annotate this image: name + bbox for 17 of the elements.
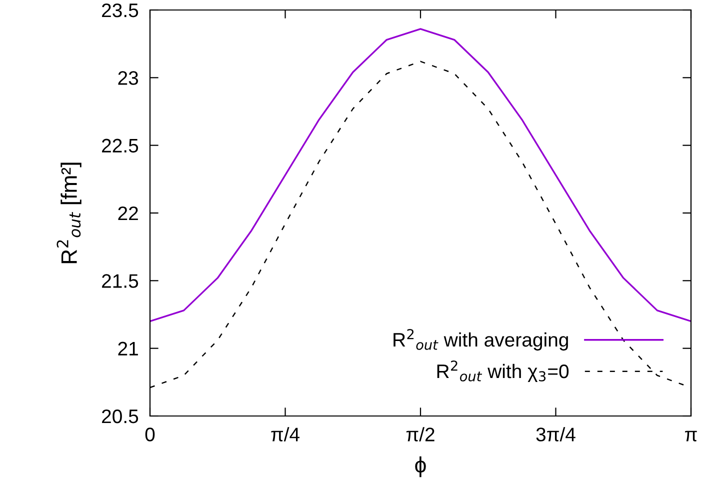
x-axis-title: ϕ xyxy=(415,456,426,478)
y-tick-label: 22 xyxy=(118,206,138,220)
x-tick-label: 0 xyxy=(145,428,155,442)
legend-label: R$^{2}$$_{out}$ with χ$_{3}$=0 xyxy=(437,360,569,382)
y-axis-title: R$^{2}$$_{out}$ [fm²] xyxy=(56,162,82,264)
x-tick-label: π/4 xyxy=(271,427,300,442)
x-tick-label: π xyxy=(685,430,697,442)
y-tick-label: 23.5 xyxy=(102,3,138,18)
x-tick-label: 3π/4 xyxy=(536,427,576,442)
y-tick-label: 22.5 xyxy=(102,138,138,153)
y-tick-label: 21.5 xyxy=(102,274,138,288)
y-tick-label: 21 xyxy=(118,342,138,356)
line-series xyxy=(150,28,691,322)
y-tick-label: 20.5 xyxy=(102,409,138,424)
x-tick-label: π/2 xyxy=(406,427,434,442)
legend-label: R$^{2}$$_{out}$ with averaging xyxy=(394,328,568,351)
y-tick-label: 23 xyxy=(118,71,138,85)
